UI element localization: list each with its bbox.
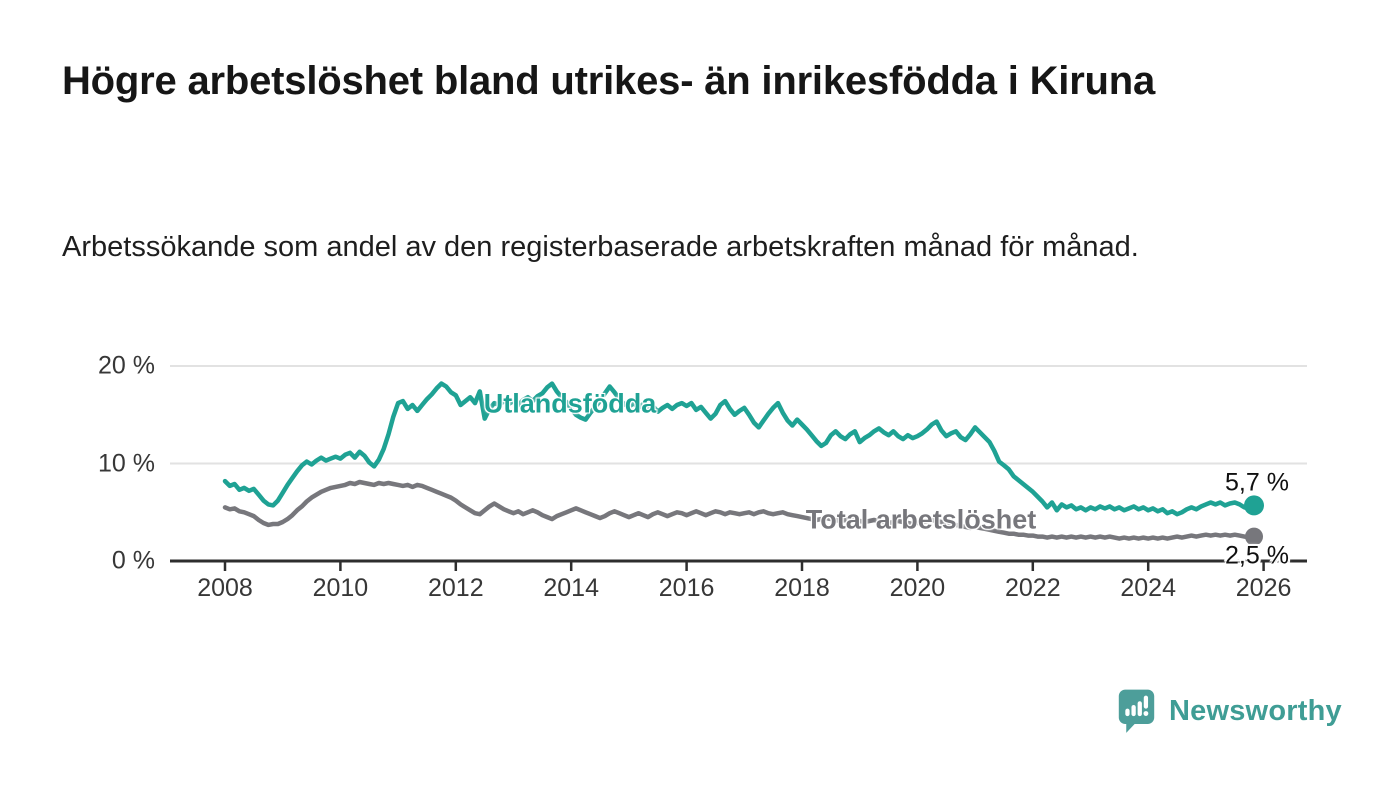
total-arbetsloshet-end-dot [1245, 527, 1263, 546]
newsworthy-bubble-chart-icon [1118, 689, 1155, 733]
x-tick-label-2010: 2010 [312, 574, 369, 602]
brand-name: Newsworthy [1169, 694, 1342, 727]
chart-subtitle: Arbetssökande som andel av den registerb… [62, 231, 1139, 263]
y-tick-label-10: 10 % [98, 449, 155, 477]
newsworthy-logo: Newsworthy [1116, 687, 1342, 735]
utlandsfodda-end-dot [1244, 495, 1264, 516]
total-arbetsloshet-line [222, 479, 1257, 541]
utlandsfodda-line [222, 381, 1257, 517]
x-tick-label-2026: 2026 [1235, 574, 1292, 602]
x-tick-label-2024: 2024 [1120, 574, 1176, 602]
x-tick-label-2020: 2020 [889, 574, 946, 602]
x-tick-label-2012: 2012 [427, 574, 484, 602]
chart-title: Högre arbetslöshet bland utrikes- än inr… [62, 59, 1156, 103]
end-value-label-utlandsfodda: 5,7 % [1225, 468, 1289, 497]
series-label-total: Total arbetslöshet [805, 504, 1037, 535]
y-tick-label-20: 20 % [98, 351, 155, 380]
series-label-utlandsfodda: Utlandsfödda [483, 388, 657, 419]
y-tick-label-0: 0 % [111, 546, 155, 575]
end-value-label-total: 2,5 % [1225, 541, 1289, 570]
x-tick-label-2008: 2008 [197, 574, 253, 602]
x-tick-label-2022: 2022 [1004, 574, 1061, 602]
x-tick-label-2018: 2018 [774, 574, 830, 602]
x-tick-label-2014: 2014 [543, 574, 599, 602]
x-tick-label-2016: 2016 [658, 574, 715, 602]
